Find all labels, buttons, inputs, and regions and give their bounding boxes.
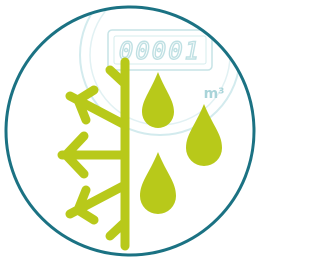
drop: [140, 152, 176, 214]
meter-reading: 00001: [119, 37, 201, 65]
meter-icon: 00001 m³: [0, 0, 260, 259]
page: 00001 m³ (() => { const data = JSON.pars…: [0, 0, 260, 259]
snowflake-half: [62, 62, 125, 246]
drop: [186, 104, 222, 166]
meter-unit: m³: [204, 86, 225, 102]
drop: [142, 72, 174, 128]
